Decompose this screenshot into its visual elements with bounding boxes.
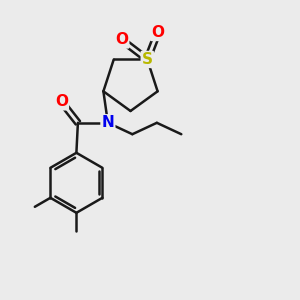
Text: S: S: [142, 52, 153, 67]
Text: O: O: [151, 25, 164, 40]
Text: O: O: [55, 94, 68, 109]
Text: O: O: [115, 32, 128, 47]
Text: N: N: [101, 115, 114, 130]
